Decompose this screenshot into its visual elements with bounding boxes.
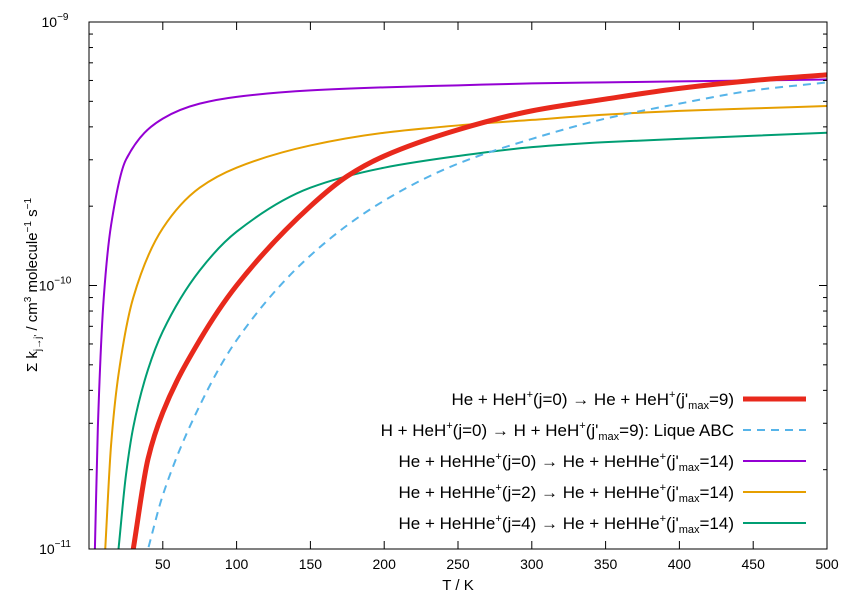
y-axis-label: Σ kj→j' / cm3 molecule−1 s−1	[23, 198, 44, 372]
y-tick-label: 10−9	[42, 12, 69, 30]
y-tick-label: 10−10	[39, 276, 72, 294]
x-tick-label: 50	[155, 556, 171, 572]
x-tick-label: 150	[299, 556, 323, 572]
legend-label: He + HeHHe+(j=4) → He + HeHHe+(j'max=14)	[399, 513, 734, 536]
x-tick-label: 100	[225, 556, 249, 572]
legend-label: He + HeHHe+(j=2) → He + HeHHe+(j'max=14)	[399, 482, 734, 505]
x-tick-label: 200	[373, 556, 397, 572]
series-line-2	[147, 81, 827, 549]
legend: He + HeH+(j=0) → He + HeH+(j'max=9) H + H…	[381, 389, 806, 536]
legend-label: He + HeHHe+(j=0) → He + HeHHe+(j'max=14)	[399, 451, 734, 474]
series-line-3	[93, 78, 827, 549]
x-tick-label: 300	[520, 556, 544, 572]
series-line-1	[130, 72, 827, 549]
x-tick-label: 500	[815, 556, 839, 572]
legend-label: He + HeH+(j=0) → He + HeH+(j'max=9)	[451, 389, 734, 412]
x-axis-label: T / K	[442, 577, 473, 594]
x-tick-label: 250	[446, 556, 470, 572]
series-line-5	[117, 131, 827, 549]
series-line-4	[104, 104, 827, 549]
legend-label: H + HeH+(j=0) → H + HeH+(j'max=9): Lique…	[381, 420, 734, 443]
x-tick-label: 400	[668, 556, 692, 572]
y-tick-label: 10−11	[39, 539, 71, 557]
x-tick-label: 350	[594, 556, 618, 572]
x-tick-label: 450	[742, 556, 766, 572]
